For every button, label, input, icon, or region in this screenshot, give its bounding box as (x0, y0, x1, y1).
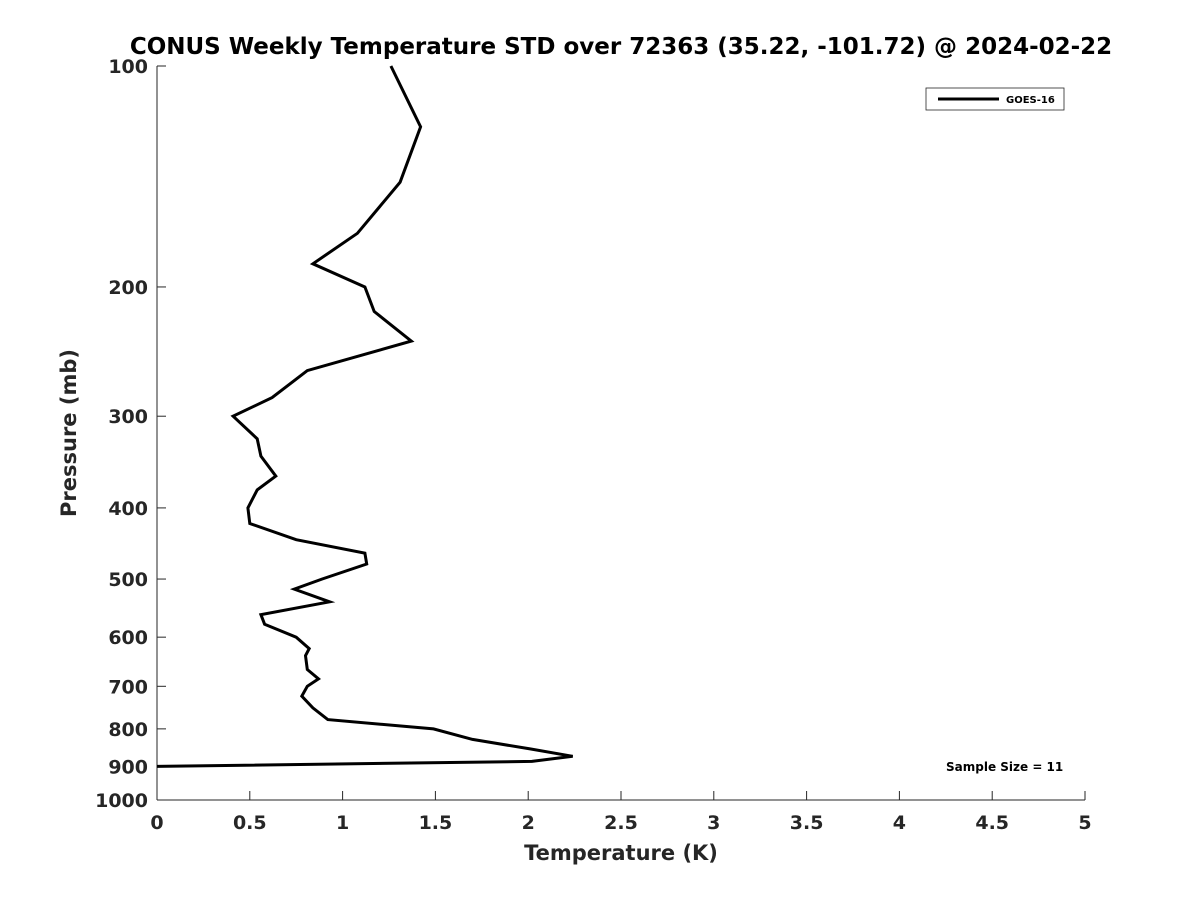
y-tick-label: 500 (108, 569, 148, 591)
y-axis-ticks: 100 200 300 400 500 600 700 800 900 1000 (95, 56, 166, 812)
y-axis-label: Pressure (mb) (57, 349, 81, 517)
x-tick-label: 4.5 (975, 812, 1009, 834)
series-line-goes-16 (156, 65, 573, 768)
y-tick-label: 600 (108, 627, 148, 649)
x-tick-label: 3.5 (790, 812, 824, 834)
legend-label-goes-16: GOES-16 (1006, 95, 1055, 106)
x-tick-label: 3 (707, 812, 720, 834)
y-tick-label: 1000 (95, 790, 148, 812)
y-tick-label: 900 (108, 756, 148, 778)
y-tick-label: 200 (108, 277, 148, 299)
y-tick-label: 800 (108, 719, 148, 741)
y-tick-label: 100 (108, 56, 148, 78)
plot-area (157, 66, 1085, 800)
x-tick-label: 1 (336, 812, 349, 834)
chart-title: CONUS Weekly Temperature STD over 72363 … (130, 34, 1112, 60)
x-tick-label: 5 (1078, 812, 1091, 834)
series-layer (156, 65, 573, 768)
x-tick-label: 1.5 (419, 812, 453, 834)
y-tick-label: 700 (108, 676, 148, 698)
x-axis: 0 0.5 1 1.5 2 2.5 3 3.5 4 4.5 5 Temperature (K) (150, 791, 1092, 865)
x-tick-label: 0.5 (233, 812, 267, 834)
y-tick-label: 300 (108, 406, 148, 428)
x-axis-ticks: 0 0.5 1 1.5 2 2.5 3 3.5 4 4.5 5 (150, 791, 1092, 834)
x-axis-label: Temperature (K) (524, 841, 718, 865)
legend: GOES-16 (925, 87, 1065, 111)
x-tick-label: 4 (893, 812, 906, 834)
sample-size-annotation: Sample Size = 11 (946, 760, 1063, 774)
y-axis: 100 200 300 400 500 600 700 800 900 1000 Pressure… (57, 56, 166, 812)
x-tick-label: 2 (522, 812, 535, 834)
x-tick-label: 0 (150, 812, 163, 834)
x-tick-label: 2.5 (604, 812, 638, 834)
y-tick-label: 400 (108, 498, 148, 520)
